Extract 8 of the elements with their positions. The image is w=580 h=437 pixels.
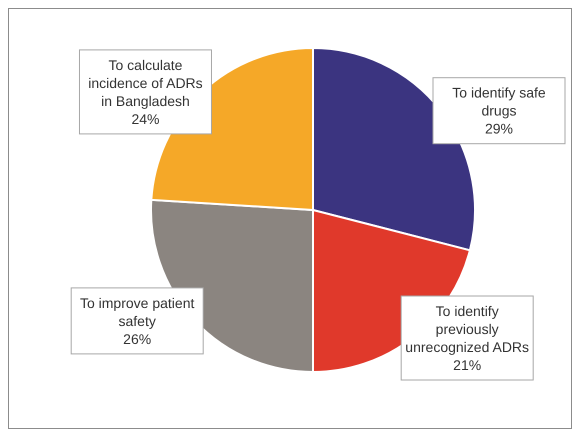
slice-label: To calculate incidence of ADRs in Bangladesh [88, 56, 203, 109]
slice-label: To identify safe drugs [452, 84, 546, 119]
data-label: 21% [453, 357, 482, 374]
data-label: 29% [484, 120, 514, 137]
slice-label: To improve patient safety [80, 294, 194, 329]
slice-label: To identify previously unrecognized ADRs [405, 303, 530, 356]
data-label: 26% [123, 330, 152, 347]
data-label: 24% [131, 110, 160, 127]
